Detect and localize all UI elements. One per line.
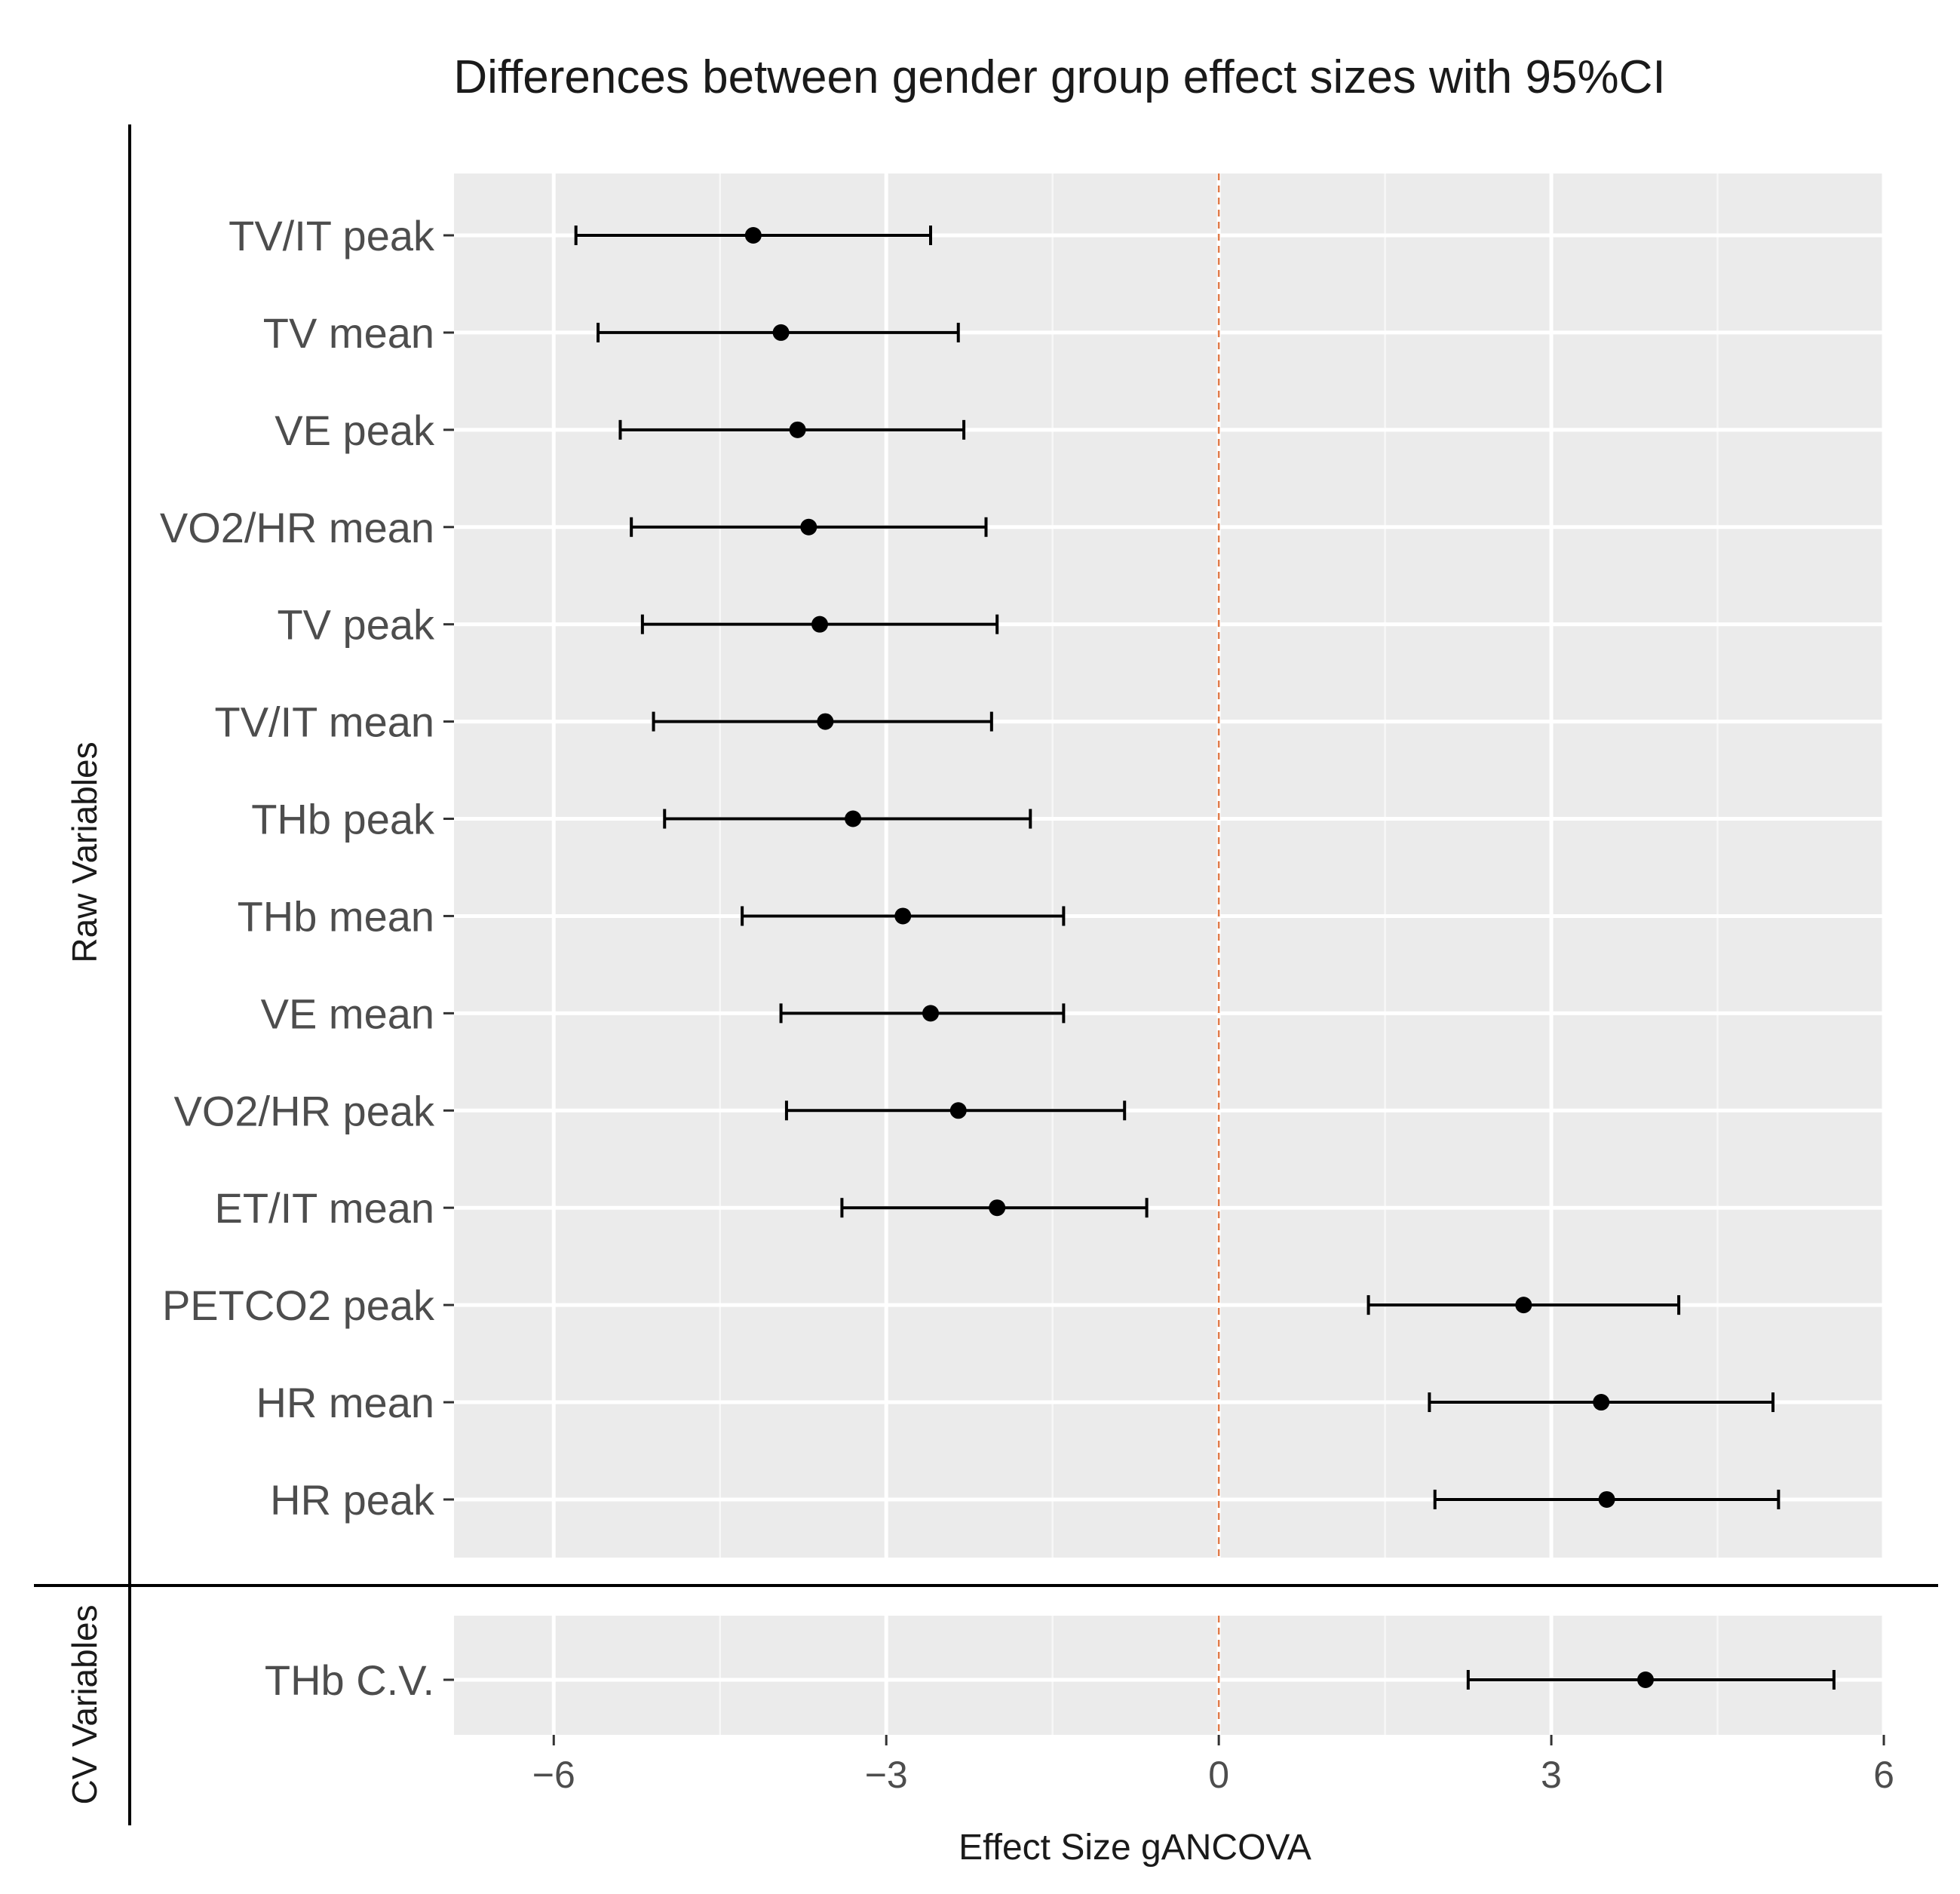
x-tick-label: −3 [865, 1754, 908, 1796]
y-label-thb-mean: THb mean [238, 892, 434, 940]
y-label-vo2-hr-peak: VO2/HR peak [174, 1087, 435, 1134]
point-petco2-peak [1515, 1297, 1532, 1314]
y-label-thb-c-v: THb C.V. [265, 1656, 434, 1704]
point-hr-peak [1598, 1490, 1615, 1508]
x-tick-label: 3 [1541, 1754, 1562, 1796]
y-label-tv-mean: TV mean [263, 309, 434, 357]
y-label-ve-mean: VE mean [261, 990, 434, 1037]
group-title-cv-variables: CV Variables [65, 1604, 104, 1804]
plot-panels [454, 173, 1886, 1735]
point-ve-mean [922, 1005, 939, 1022]
group-title-raw-variables: Raw Variables [65, 741, 104, 962]
x-tick-label: 0 [1208, 1754, 1229, 1796]
y-label-hr-peak: HR peak [270, 1476, 435, 1524]
x-tick-label: −6 [532, 1754, 575, 1796]
x-axis-ticks: −6 −3 0 3 6 [532, 1735, 1894, 1796]
y-label-tv-it-mean: TV/IT mean [214, 698, 434, 746]
point-tv-it-mean [817, 713, 834, 730]
y-label-ve-peak: VE peak [275, 407, 435, 454]
effect-marks [574, 226, 1836, 1690]
point-tv-it-peak [744, 227, 762, 244]
point-tv-peak [811, 615, 829, 633]
point-vo2-hr-mean [800, 518, 817, 536]
x-tick-label: 6 [1873, 1754, 1894, 1796]
point-et-it-mean [989, 1199, 1006, 1217]
point-thb-mean [894, 907, 912, 925]
group-dividers [34, 124, 1938, 1825]
point-thb-peak [845, 810, 862, 827]
y-axis-labels: TV/IT peak TV mean VE peak VO2/HR mean TV pe… [160, 212, 454, 1704]
y-label-et-it-mean: ET/IT mean [214, 1184, 434, 1232]
y-label-hr-mean: HR mean [256, 1379, 434, 1426]
y-label-petco2-peak: PETCO2 peak [162, 1282, 435, 1329]
y-label-tv-it-peak: TV/IT peak [229, 212, 435, 259]
chart-title: Differences between gender group effect … [453, 51, 1665, 103]
point-ve-peak [789, 421, 806, 438]
panel-cv-variables [454, 1616, 1884, 1735]
x-axis-title: Effect Size gANCOVA [959, 1828, 1311, 1868]
y-label-tv-peak: TV peak [277, 601, 435, 649]
panel-raw-variables [454, 173, 1884, 1558]
y-label-vo2-hr-mean: VO2/HR mean [160, 504, 434, 551]
point-thb-c-v [1637, 1671, 1654, 1688]
point-vo2-hr-peak [949, 1102, 967, 1119]
point-tv-mean [772, 324, 790, 341]
y-label-thb-peak: THb peak [251, 796, 435, 843]
point-hr-mean [1593, 1394, 1610, 1411]
